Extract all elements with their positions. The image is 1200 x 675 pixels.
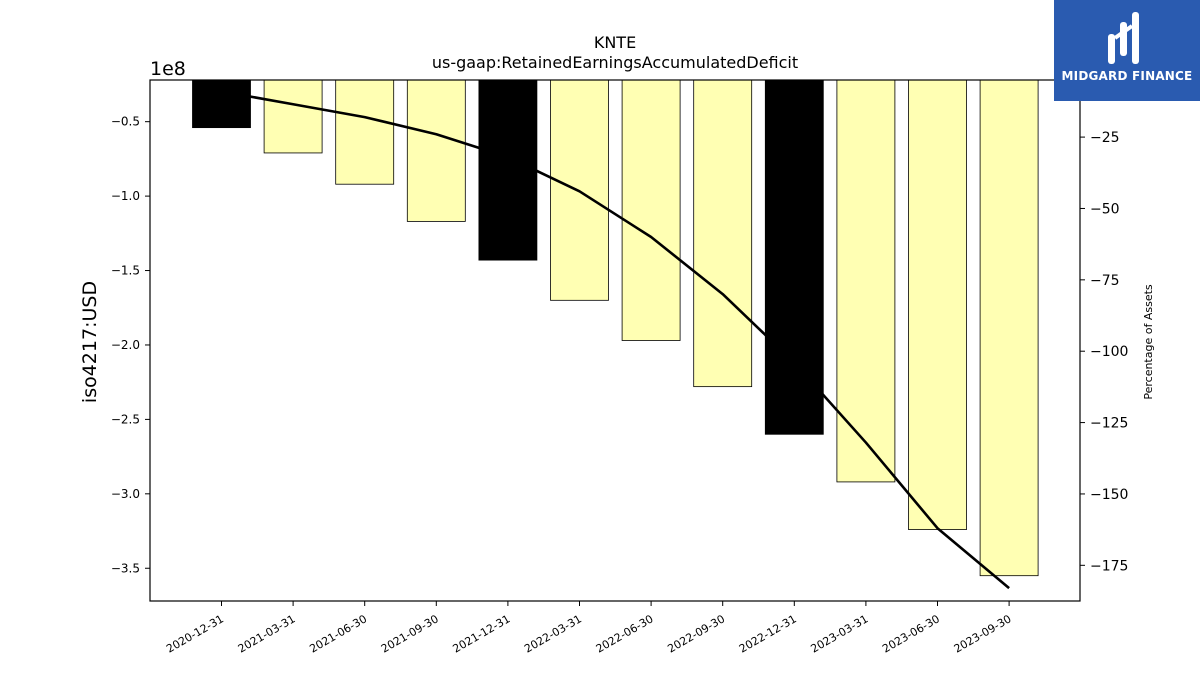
brand-logo: MIDGARD FINANCE [1054, 0, 1200, 101]
y-tick-label: −1.0 [111, 189, 140, 203]
y-tick-label: −1.5 [111, 264, 140, 278]
x-tick-label: 2021-12-31 [451, 612, 513, 655]
logo-text: MIDGARD FINANCE [1061, 69, 1193, 83]
chart-title: KNTE [594, 33, 636, 52]
x-tick-label: 2022-03-31 [522, 612, 584, 655]
chart-subtitle: us-gaap:RetainedEarningsAccumulatedDefic… [432, 53, 798, 72]
y2-tick-label: −50 [1090, 201, 1120, 217]
x-tick-label: 2022-12-31 [737, 612, 799, 655]
x-tick-label: 2023-03-31 [809, 612, 871, 655]
y2-tick-label: −100 [1090, 344, 1128, 360]
y-scale-label: 1e8 [150, 58, 186, 80]
y-tick-label: −3.5 [111, 561, 140, 575]
y2-tick-label: −150 [1090, 487, 1128, 503]
series-line [221, 90, 1010, 590]
bar [406, 79, 466, 222]
x-tick-label: 2020-12-31 [164, 612, 226, 655]
logo-mark-icon [1108, 12, 1139, 64]
bar [693, 79, 753, 388]
y2-tick-label: −175 [1090, 558, 1128, 574]
bar [979, 79, 1039, 577]
x-tick-label: 2021-06-30 [307, 612, 369, 655]
bar [836, 79, 896, 483]
bar [263, 79, 323, 154]
bar [764, 79, 824, 435]
x-tick-label: 2022-09-30 [665, 612, 727, 655]
bar [621, 79, 681, 341]
plot-area: −0.5 −1.0 −1.5 −2.0 −2.5 −3.0 −3.5 −25 −50 −75 −10… [111, 79, 1128, 656]
bar [478, 79, 538, 261]
plot-frame [149, 79, 1081, 602]
y-tick-label: −2.0 [111, 338, 140, 352]
y-axis-label: iso4217:USD [79, 281, 101, 403]
x-tick-label: 2022-06-30 [594, 612, 656, 655]
y2-tick-label: −125 [1090, 416, 1128, 432]
bar [908, 79, 967, 530]
y-tick-label: −2.5 [111, 412, 140, 426]
x-tick-label: 2023-06-30 [880, 612, 942, 655]
y2-tick-label: −75 [1090, 273, 1120, 289]
y-tick-label: −0.5 [111, 115, 140, 129]
x-tick-label: 2021-03-31 [236, 612, 298, 655]
x-tick-label: 2021-09-30 [379, 612, 441, 655]
bar [335, 79, 395, 185]
bar [192, 79, 251, 129]
y-tick-label: −3.0 [111, 487, 140, 501]
x-tick-label: 2023-09-30 [952, 612, 1014, 655]
y2-axis-label: Percentage of Assets [1142, 284, 1155, 400]
y2-tick-label: −25 [1090, 130, 1120, 146]
